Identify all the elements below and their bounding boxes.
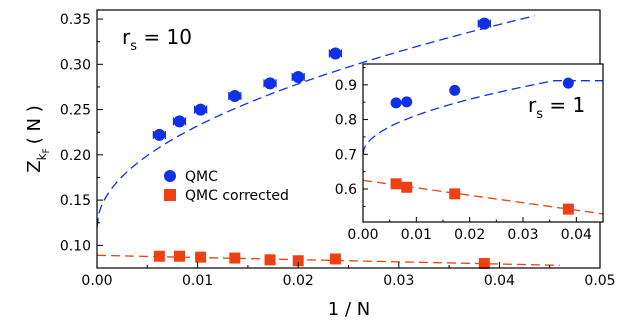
main-qmc-point-3 xyxy=(228,90,241,102)
inset-qmc-point-1 xyxy=(401,96,413,108)
main-x-tick-label-3: 0.03 xyxy=(383,273,414,289)
main-qmc-point-1 xyxy=(173,115,186,128)
inset-x-tick-label-2: 0.02 xyxy=(454,227,485,243)
legend: QMC QMC corrected xyxy=(164,169,289,204)
legend-corrected-label: QMC corrected xyxy=(185,188,289,204)
inset-y-tick-label-1: 0.7 xyxy=(335,147,357,163)
inset-plot: 0.00 0.01 0.02 0.03 0.04 0.6 0.7 0.8 0.9 rs = 1 xyxy=(335,63,604,243)
inset-qmc-point-2 xyxy=(449,84,461,96)
inset-x-tick-label-0: 0.00 xyxy=(347,227,378,243)
inset-background xyxy=(363,64,603,222)
main-x-tick-label-1: 0.01 xyxy=(182,273,213,289)
inset-qmc-point-0 xyxy=(390,97,402,109)
main-y-tick-label-5: 0.35 xyxy=(60,12,91,28)
main-corrected-point-7 xyxy=(478,257,490,269)
main-x-tick-label-5: 0.05 xyxy=(584,273,615,289)
main-y-tick-label-1: 0.15 xyxy=(60,193,91,209)
main-axis-ticks: 0.00 0.01 0.02 0.03 0.04 0.05 0.10 0.15 0.20 0.25… xyxy=(60,12,616,289)
inset-y-tick-label-0: 0.6 xyxy=(335,182,357,198)
main-x-tick-label-0: 0.00 xyxy=(81,273,112,289)
inset-annotation: rs = 1 xyxy=(528,93,585,122)
inset-data-marks xyxy=(390,77,574,215)
inset-corrected-point-2 xyxy=(449,188,461,200)
main-annotation: rs = 10 xyxy=(122,25,192,54)
main-qmc-point-7 xyxy=(478,17,491,30)
main-x-tick-label-2: 0.02 xyxy=(283,273,314,289)
main-corrected-point-5 xyxy=(292,255,304,267)
main-qmc-point-0 xyxy=(153,128,166,141)
legend-qmc-marker xyxy=(164,170,176,182)
legend-corrected-marker xyxy=(164,189,176,201)
main-data-marks xyxy=(152,17,491,269)
inset-corrected-point-1 xyxy=(401,181,413,193)
main-corrected-point-2 xyxy=(195,251,207,263)
main-plot: 0.00 0.01 0.02 0.03 0.04 0.05 0.10 0.15 0.20 0.25… xyxy=(24,9,616,320)
inset-axis-ticks: 0.00 0.01 0.02 0.03 0.04 0.6 0.7 0.8 0.9 xyxy=(335,66,592,243)
main-corrected-point-4 xyxy=(264,254,276,266)
main-qmc-point-4 xyxy=(264,77,277,90)
inset-plot-frame xyxy=(362,63,604,223)
main-corrected-point-0 xyxy=(153,250,165,262)
inset-qmc-point-3 xyxy=(562,77,574,89)
main-y-tick-label-0: 0.10 xyxy=(60,238,91,254)
main-corrected-point-6 xyxy=(329,253,341,265)
main-qmc-point-5 xyxy=(292,70,305,83)
main-corrected-point-3 xyxy=(229,252,241,264)
main-qmc-point-2 xyxy=(194,103,207,116)
inset-corrected-point-3 xyxy=(562,203,574,215)
main-fit-curve-0 xyxy=(96,15,535,228)
inset-x-tick-label-3: 0.03 xyxy=(507,227,538,243)
legend-qmc-label: QMC xyxy=(185,169,218,185)
main-qmc-point-6 xyxy=(329,47,342,60)
inset-corrected-point-0 xyxy=(390,178,402,190)
y-axis-title: ZkF( N ) xyxy=(24,105,52,172)
x-axis-title: 1 / N xyxy=(328,299,370,320)
inset-y-tick-label-3: 0.9 xyxy=(335,78,357,94)
main-y-tick-label-3: 0.25 xyxy=(60,103,91,119)
main-y-tick-label-2: 0.20 xyxy=(60,148,91,164)
main-y-tick-label-4: 0.30 xyxy=(60,57,91,73)
inset-y-tick-label-2: 0.8 xyxy=(335,113,357,129)
main-fit-curve-1 xyxy=(96,254,560,266)
inset-x-tick-label-4: 0.04 xyxy=(561,227,592,243)
main-corrected-point-1 xyxy=(173,250,185,262)
main-x-tick-label-4: 0.04 xyxy=(484,273,515,289)
inset-x-tick-label-1: 0.01 xyxy=(401,227,432,243)
